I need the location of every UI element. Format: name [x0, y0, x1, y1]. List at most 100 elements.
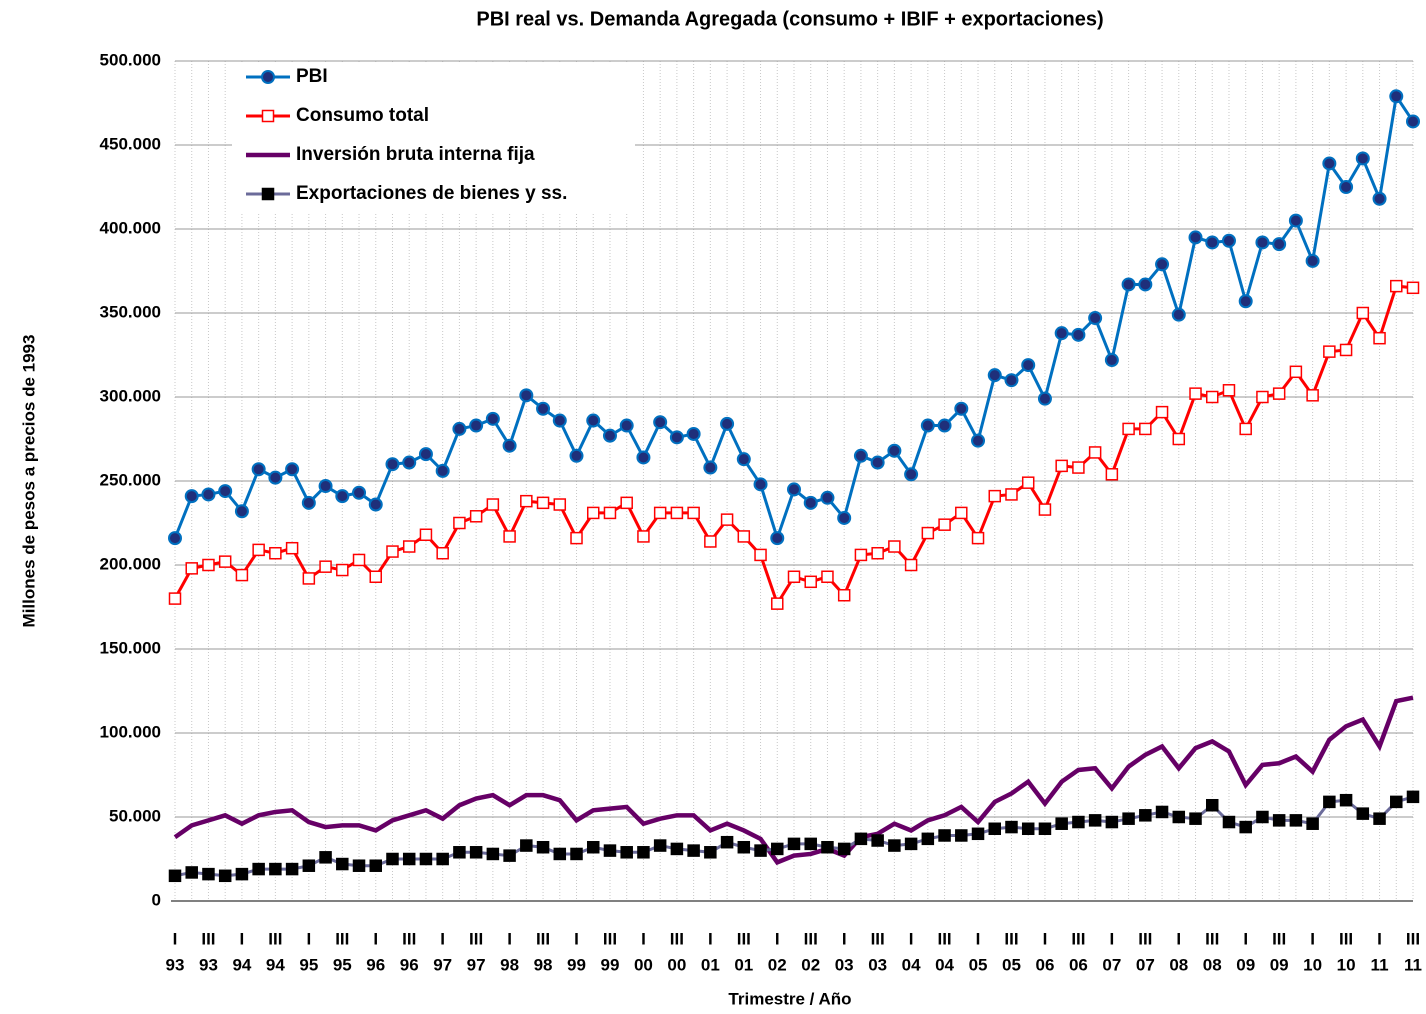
data-point: [787, 837, 801, 851]
data-point: [771, 597, 784, 610]
data-point: [904, 837, 918, 851]
data-point: [669, 430, 684, 445]
x-tick-year: 93: [166, 955, 185, 974]
y-tick-label: 250.000: [100, 470, 161, 489]
data-point: [1322, 156, 1337, 171]
data-point: [168, 869, 182, 883]
x-tick-year: 96: [366, 955, 385, 974]
data-point: [987, 368, 1002, 383]
data-point: [1122, 812, 1135, 825]
data-point: [670, 842, 684, 856]
data-point: [1238, 294, 1253, 309]
legend-label: Exportaciones de bienes y ss.: [296, 183, 567, 204]
data-point: [352, 859, 366, 872]
data-point: [1406, 114, 1420, 129]
x-tick-year: 98: [534, 955, 553, 974]
data-point: [553, 847, 567, 861]
y-tick-label: 0: [152, 890, 161, 909]
data-point: [1323, 345, 1336, 358]
x-tick-year: 96: [400, 955, 419, 974]
data-point: [1189, 812, 1202, 825]
x-tick-quarter: III: [937, 929, 951, 948]
data-point: [234, 504, 249, 519]
data-point: [1205, 235, 1220, 250]
data-point: [1239, 422, 1252, 436]
legend: PBI Consumo total Inversión bruta interna …: [232, 62, 635, 212]
data-point: [1121, 277, 1136, 292]
data-point: [1188, 230, 1203, 245]
x-tick-quarter: III: [804, 929, 818, 948]
x-tick-quarter: I: [775, 929, 780, 948]
x-axis-title: Trimestre / Año: [728, 989, 851, 1008]
x-tick-quarter: I: [1243, 929, 1248, 948]
data-point: [1255, 235, 1270, 250]
data-point: [687, 506, 700, 520]
data-point: [386, 545, 399, 558]
x-tick-year: 04: [902, 955, 921, 974]
data-point: [1155, 405, 1169, 419]
data-point: [452, 421, 467, 436]
data-point: [1088, 311, 1103, 326]
series-line: [173, 695, 1414, 866]
data-point: [620, 496, 633, 510]
data-point: [837, 510, 852, 525]
data-point: [1072, 815, 1085, 829]
x-tick-year: 07: [1136, 955, 1155, 974]
data-point: [235, 867, 249, 881]
data-point: [1289, 365, 1303, 379]
data-point: [1239, 820, 1252, 834]
x-tick-quarter: III: [603, 929, 617, 948]
y-tick-label: 350.000: [100, 302, 161, 321]
x-tick-quarter: I: [1377, 929, 1382, 948]
data-point: [870, 455, 885, 470]
x-tick-quarter: I: [641, 929, 646, 948]
data-point: [302, 859, 316, 872]
data-point: [386, 852, 399, 866]
x-tick-year: 09: [1236, 955, 1255, 974]
x-tick-year: 02: [801, 955, 820, 974]
y-tick-label: 500.000: [100, 50, 161, 69]
x-tick-quarter: III: [402, 929, 416, 948]
data-point: [1390, 795, 1403, 809]
x-tick-year: 08: [1203, 955, 1222, 974]
legend-label: Consumo total: [296, 105, 429, 126]
data-point: [619, 418, 634, 433]
data-point: [485, 411, 500, 426]
y-tick-label: 150.000: [100, 638, 161, 657]
data-point: [486, 498, 500, 511]
x-tick-quarter: III: [1138, 929, 1152, 948]
data-point: [318, 479, 333, 494]
x-tick-quarter: I: [1176, 929, 1181, 948]
data-point: [1256, 810, 1269, 824]
data-point: [185, 866, 198, 879]
y-tick-label: 100.000: [100, 722, 161, 741]
data-point: [218, 484, 233, 499]
data-point: [1339, 793, 1353, 807]
y-tick-label: 200.000: [100, 554, 161, 573]
x-tick-year: 04: [935, 955, 954, 974]
data-point: [285, 462, 300, 477]
x-tick-quarter: I: [306, 929, 311, 948]
x-tick-year: 06: [1035, 955, 1054, 974]
x-tick-quarter: III: [268, 929, 282, 948]
x-tick-quarter: I: [1109, 929, 1114, 948]
x-tick-year: 05: [1002, 955, 1021, 974]
data-point: [235, 568, 249, 582]
x-tick-quarter: III: [1071, 929, 1085, 948]
data-point: [503, 530, 516, 543]
data-point: [184, 489, 199, 504]
data-point: [519, 388, 534, 403]
data-point: [938, 518, 951, 531]
data-point: [503, 849, 516, 862]
data-point: [168, 592, 182, 605]
data-point: [586, 506, 600, 520]
data-point: [1339, 343, 1353, 357]
x-tick-year: 03: [868, 955, 887, 974]
data-point: [252, 862, 265, 876]
data-point: [402, 852, 416, 866]
data-point: [1055, 459, 1068, 473]
y-tick-label: 50.000: [109, 806, 161, 825]
data-point: [1037, 391, 1052, 406]
data-point: [1305, 253, 1320, 268]
data-point: [653, 839, 667, 852]
